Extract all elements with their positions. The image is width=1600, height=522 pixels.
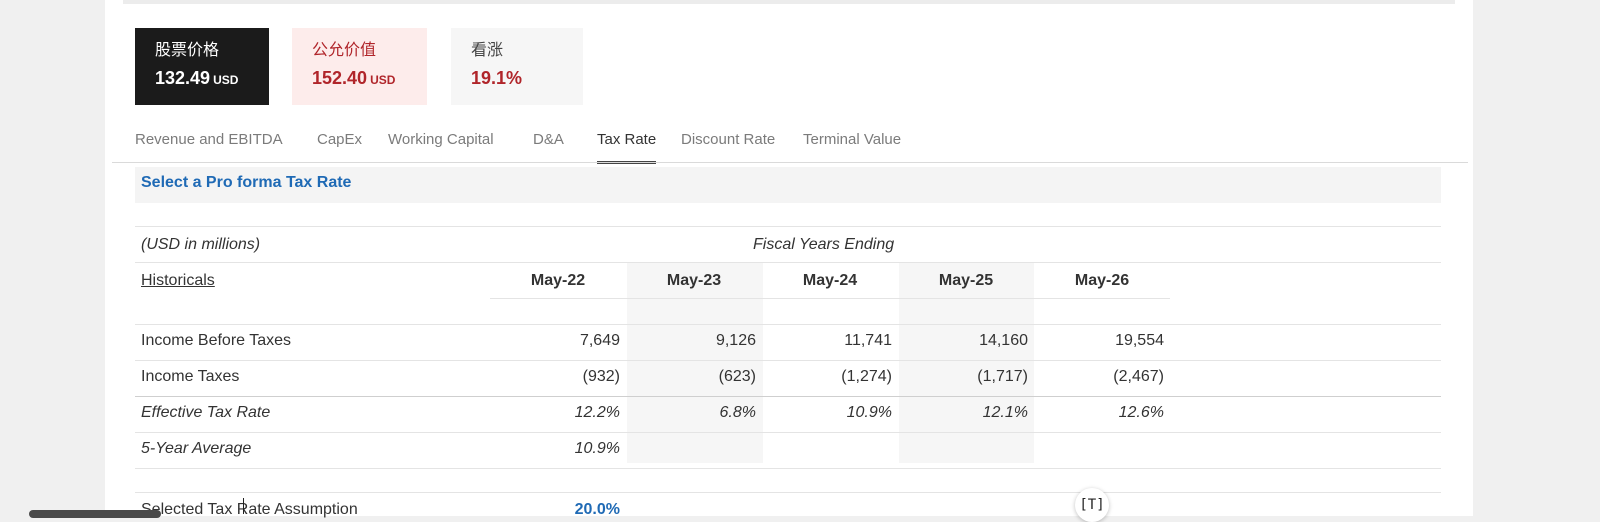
fair-value-value-line: 152.40 USD xyxy=(312,66,407,92)
tab-terminal-value[interactable]: Terminal Value xyxy=(803,131,902,148)
upside-value: 19.1% xyxy=(471,68,523,88)
row-label-five-year-average: 5-Year Average xyxy=(141,440,252,457)
row-label-selected-tax-rate: Selected Tax Rate Assumption xyxy=(141,501,358,518)
fair-value-value: 152.40 xyxy=(312,68,368,88)
row-divider xyxy=(135,262,1441,263)
row-label-effective-tax-rate: Effective Tax Rate xyxy=(141,404,271,421)
row-divider xyxy=(135,360,1441,361)
table-cell: 12.6% xyxy=(1118,404,1164,421)
five-year-average-value: 10.9% xyxy=(574,440,620,457)
upside-label: 看涨 xyxy=(471,42,504,59)
fiscal-years-header: Fiscal Years Ending xyxy=(753,236,895,253)
row-label-income-before-taxes: Income Before Taxes xyxy=(141,332,292,349)
column-shade-may-25 xyxy=(899,263,1034,463)
text-recognition-icon[interactable]: [T] xyxy=(1075,488,1109,522)
tab-d-and-a[interactable]: D&A xyxy=(533,131,564,148)
row-divider xyxy=(135,492,1441,493)
top-strip xyxy=(123,0,1455,4)
row-divider xyxy=(135,226,1441,227)
column-shade-may-23 xyxy=(627,263,763,463)
table-cell: 7,649 xyxy=(579,332,620,349)
table-cell: (623) xyxy=(718,368,756,385)
table-cell: 12.2% xyxy=(574,404,620,421)
text-cursor xyxy=(243,498,244,514)
tab-capex[interactable]: CapEx xyxy=(317,131,363,148)
table-cell: (2,467) xyxy=(1113,368,1164,385)
units-label: (USD in millions) xyxy=(141,236,261,253)
selected-tax-rate-input[interactable]: 20.0% xyxy=(574,501,620,518)
row-label-income-taxes: Income Taxes xyxy=(141,368,240,385)
table-cell: (932) xyxy=(582,368,620,385)
row-divider xyxy=(135,396,1441,397)
stock-price-label: 股票价格 xyxy=(155,42,220,59)
table-cell: 19,554 xyxy=(1115,332,1164,349)
section-title: Select a Pro forma Tax Rate xyxy=(135,167,1441,203)
year-header: May-22 xyxy=(530,272,586,289)
table-cell: 9,126 xyxy=(715,332,756,349)
stock-price-unit: USD xyxy=(213,73,239,87)
row-divider xyxy=(135,324,1441,325)
row-divider xyxy=(490,298,1170,299)
stock-price-value-line: 132.49 USD xyxy=(155,66,249,92)
table-cell: 12.1% xyxy=(982,404,1028,421)
tab-tax-rate[interactable]: Tax Rate xyxy=(597,128,657,164)
tab-discount-rate[interactable]: Discount Rate xyxy=(681,131,776,148)
fair-value-unit: USD xyxy=(370,73,396,87)
row-divider xyxy=(135,432,1441,433)
year-header: May-23 xyxy=(666,272,722,289)
table-cell: 6.8% xyxy=(719,404,756,421)
stock-price-value: 132.49 xyxy=(155,68,211,88)
row-divider xyxy=(135,468,1441,469)
tab-revenue-ebitda[interactable]: Revenue and EBITDA xyxy=(135,131,283,148)
table-cell: 10.9% xyxy=(846,404,892,421)
table-cell: 11,741 xyxy=(844,332,892,349)
historicals-link[interactable]: Historicals xyxy=(141,272,215,289)
tabs-divider xyxy=(112,162,1468,163)
table-cell: (1,274) xyxy=(841,368,892,385)
year-header: May-24 xyxy=(802,272,858,289)
upside-card: 看涨 19.1% xyxy=(451,28,583,105)
bottom-scroll-bar[interactable] xyxy=(29,510,161,518)
stock-price-card: 股票价格 132.49 USD xyxy=(135,28,269,105)
fair-value-card: 公允价值 152.40 USD xyxy=(292,28,427,105)
tab-working-capital[interactable]: Working Capital xyxy=(388,131,494,148)
table-cell: 14,160 xyxy=(979,332,1028,349)
year-header: May-26 xyxy=(1074,272,1130,289)
year-header: May-25 xyxy=(938,272,994,289)
table-cell: (1,717) xyxy=(977,368,1028,385)
fair-value-label: 公允价值 xyxy=(312,42,377,59)
